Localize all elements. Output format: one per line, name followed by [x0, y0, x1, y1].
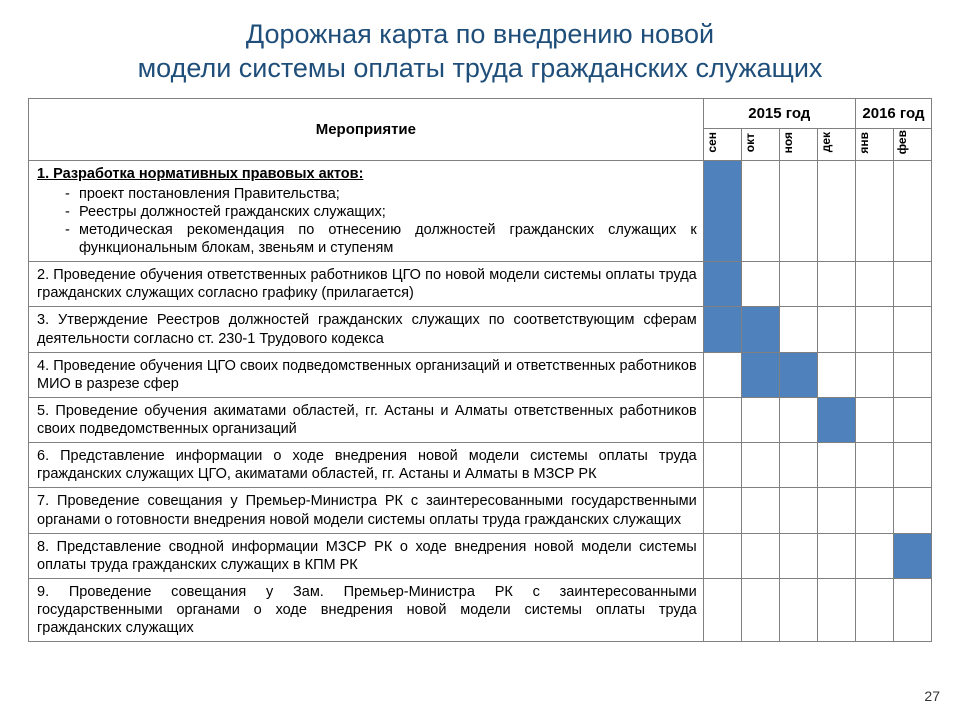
table-row: 4. Проведение обучения ЦГО своих подведо…	[29, 352, 932, 397]
gantt-cell	[817, 533, 855, 578]
gantt-cell	[893, 307, 931, 352]
month-header-окт: окт	[741, 128, 779, 160]
gantt-cell	[893, 533, 931, 578]
gantt-cell	[779, 578, 817, 641]
gantt-cell	[703, 397, 741, 442]
gantt-cell	[855, 578, 893, 641]
month-header-дек: дек	[817, 128, 855, 160]
gantt-cell	[703, 488, 741, 533]
gantt-cell	[893, 488, 931, 533]
gantt-cell	[703, 443, 741, 488]
row-description: 4. Проведение обучения ЦГО своих подведо…	[29, 352, 704, 397]
gantt-cell	[741, 262, 779, 307]
gantt-cell	[855, 533, 893, 578]
col-header-event: Мероприятие	[29, 98, 704, 160]
row-description: 2. Проведение обучения ответственных раб…	[29, 262, 704, 307]
row-description: 5. Проведение обучения акиматами областе…	[29, 397, 704, 442]
gantt-cell	[817, 352, 855, 397]
gantt-cell	[855, 160, 893, 262]
row-description: 9. Проведение совещания у Зам. Премьер-М…	[29, 578, 704, 641]
gantt-cell	[817, 488, 855, 533]
gantt-cell	[703, 307, 741, 352]
table-row: 9. Проведение совещания у Зам. Премьер-М…	[29, 578, 932, 641]
gantt-cell	[779, 352, 817, 397]
gantt-cell	[779, 533, 817, 578]
gantt-cell	[855, 443, 893, 488]
gantt-cell	[855, 352, 893, 397]
row-description: 3. Утверждение Реестров должностей гражд…	[29, 307, 704, 352]
gantt-cell	[741, 160, 779, 262]
row-description: 1. Разработка нормативных правовых актов…	[29, 160, 704, 262]
gantt-cell	[741, 488, 779, 533]
gantt-cell	[741, 307, 779, 352]
gantt-cell	[741, 578, 779, 641]
gantt-cell	[817, 443, 855, 488]
gantt-cell	[893, 160, 931, 262]
gantt-cell	[741, 443, 779, 488]
gantt-cell	[703, 352, 741, 397]
row-description: 7. Проведение совещания у Премьер-Минист…	[29, 488, 704, 533]
table-row: 7. Проведение совещания у Премьер-Минист…	[29, 488, 932, 533]
gantt-cell	[855, 397, 893, 442]
gantt-cell	[893, 578, 931, 641]
table-row: 5. Проведение обучения акиматами областе…	[29, 397, 932, 442]
table-row: 2. Проведение обучения ответственных раб…	[29, 262, 932, 307]
gantt-cell	[817, 578, 855, 641]
col-header-2016: 2016 год	[855, 98, 931, 128]
gantt-cell	[703, 533, 741, 578]
gantt-cell	[703, 578, 741, 641]
gantt-cell	[817, 160, 855, 262]
gantt-cell	[703, 262, 741, 307]
roadmap-body: 1. Разработка нормативных правовых актов…	[29, 160, 932, 642]
gantt-cell	[779, 488, 817, 533]
gantt-cell	[893, 262, 931, 307]
gantt-cell	[779, 397, 817, 442]
month-header-ноя: ноя	[779, 128, 817, 160]
gantt-cell	[855, 488, 893, 533]
gantt-cell	[893, 397, 931, 442]
month-header-янв: янв	[855, 128, 893, 160]
table-row: 1. Разработка нормативных правовых актов…	[29, 160, 932, 262]
title-line-1: Дорожная карта по внедрению новой	[246, 19, 714, 49]
row-description: 6. Представление информации о ходе внедр…	[29, 443, 704, 488]
gantt-cell	[817, 307, 855, 352]
gantt-cell	[855, 262, 893, 307]
gantt-cell	[855, 307, 893, 352]
title-line-2: модели системы оплаты труда гражданских …	[138, 53, 823, 83]
table-row: 6. Представление информации о ходе внедр…	[29, 443, 932, 488]
gantt-cell	[779, 262, 817, 307]
gantt-cell	[741, 397, 779, 442]
roadmap-table: Мероприятие 2015 год 2016 год сеноктнояд…	[28, 98, 932, 643]
gantt-cell	[779, 307, 817, 352]
month-header-фев: фев	[893, 128, 931, 160]
gantt-cell	[703, 160, 741, 262]
table-row: 3. Утверждение Реестров должностей гражд…	[29, 307, 932, 352]
gantt-cell	[741, 533, 779, 578]
gantt-cell	[817, 397, 855, 442]
table-row: 8. Представление сводной информации МЗСР…	[29, 533, 932, 578]
month-header-сен: сен	[703, 128, 741, 160]
col-header-2015: 2015 год	[703, 98, 855, 128]
row-description: 8. Представление сводной информации МЗСР…	[29, 533, 704, 578]
gantt-cell	[779, 443, 817, 488]
gantt-cell	[741, 352, 779, 397]
page-number: 27	[924, 688, 940, 704]
slide-title: Дорожная карта по внедрению новой модели…	[0, 0, 960, 98]
gantt-cell	[779, 160, 817, 262]
gantt-cell	[893, 352, 931, 397]
gantt-cell	[893, 443, 931, 488]
gantt-cell	[817, 262, 855, 307]
